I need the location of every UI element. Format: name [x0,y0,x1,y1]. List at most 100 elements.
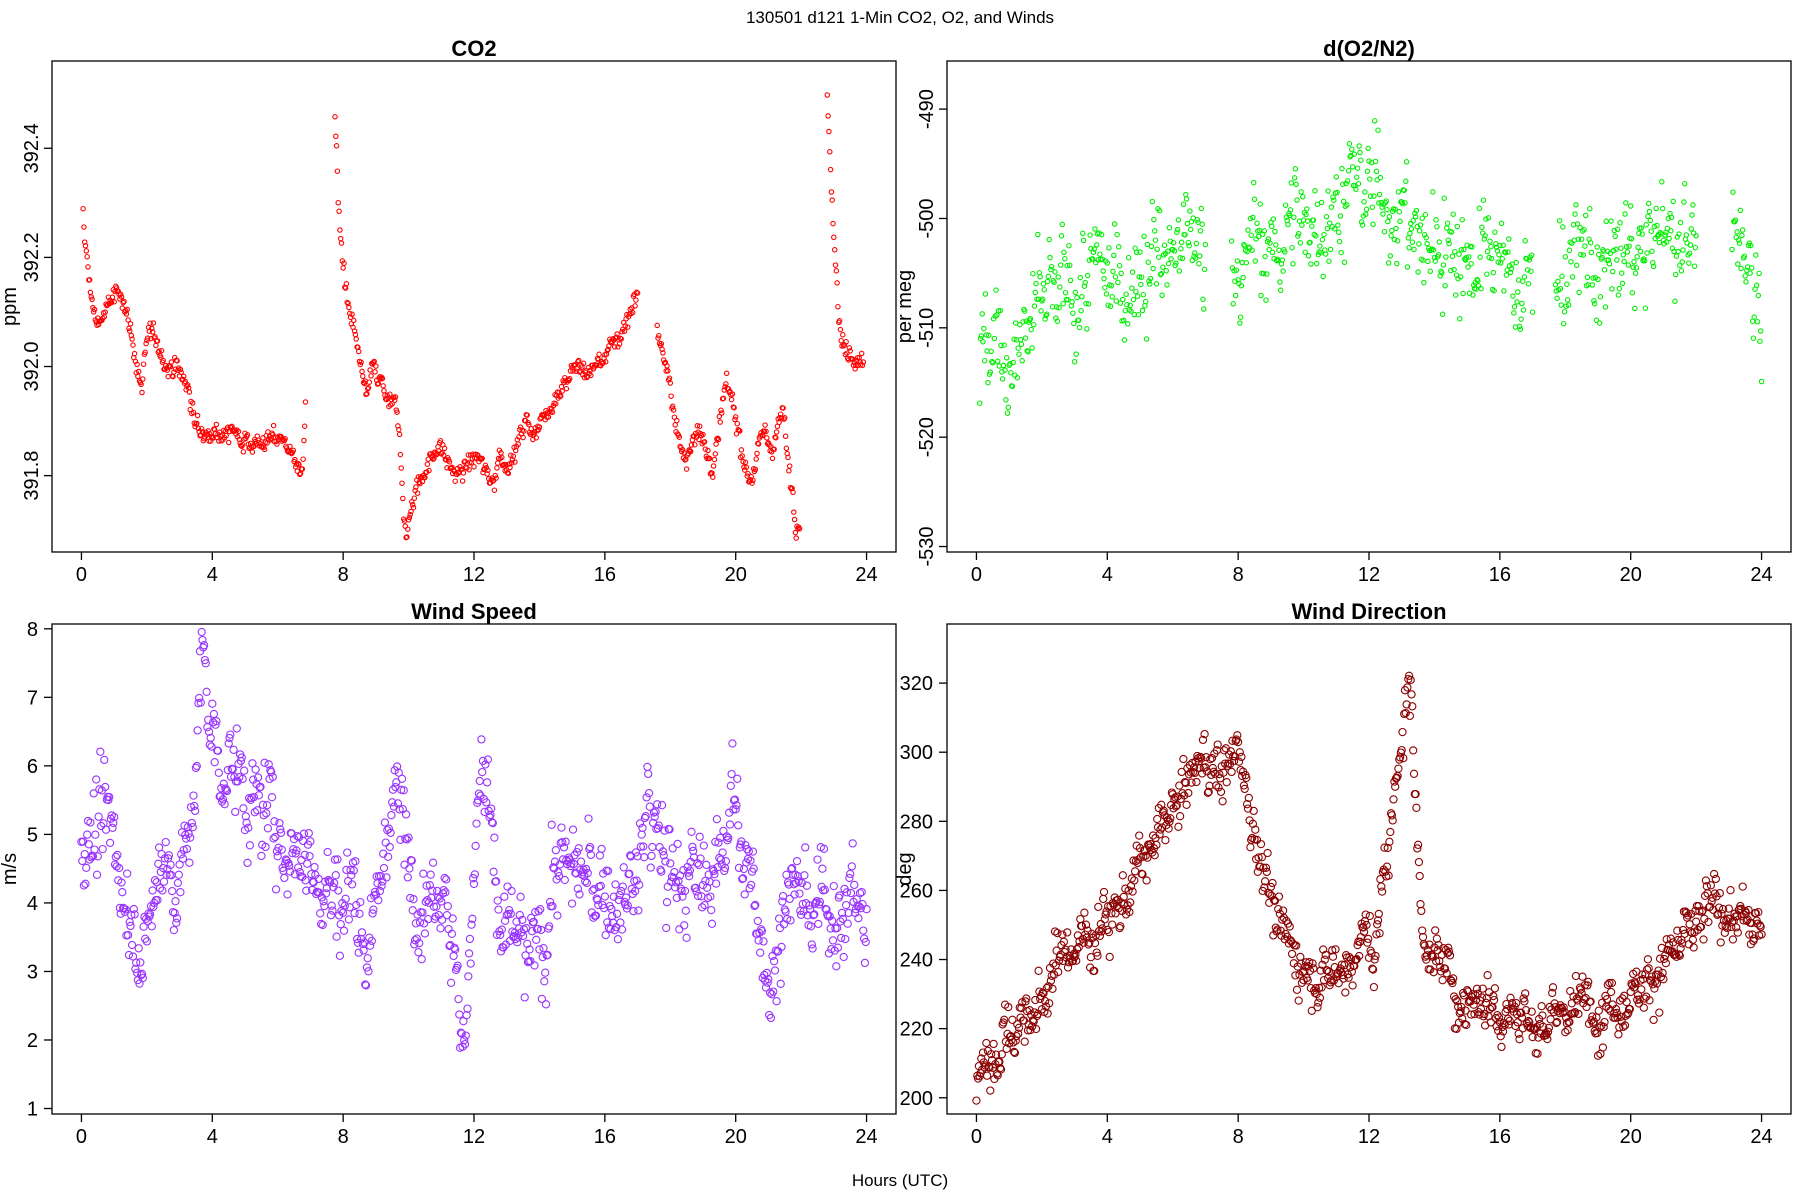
data-point [1019,1016,1029,1025]
data-point [362,963,372,972]
data-point [1505,1016,1514,1025]
data-point [1000,1015,1009,1024]
y-tick-label: 391.8 [21,451,43,501]
data-point [525,945,534,954]
data-point [478,456,485,462]
data-point [1321,231,1327,238]
data-point [714,838,723,847]
data-point [1260,883,1269,892]
data-point [1557,285,1564,292]
data-point [448,914,457,923]
data-point [754,450,760,457]
data-point [1356,143,1362,149]
data-point [310,862,319,872]
data-point [684,868,693,877]
data-point [755,441,762,447]
data-point [1472,984,1482,993]
data-point [1582,212,1589,219]
data-point [567,899,577,908]
data-point [1031,1024,1041,1034]
data-point [1181,778,1190,788]
data-point [1445,237,1452,243]
data-point [1652,979,1662,988]
data-point [1580,252,1587,258]
data-point [331,871,340,880]
data-point [1496,251,1502,258]
data-point [535,945,544,954]
data-point [127,321,134,327]
data-point [1111,252,1117,259]
data-point [1372,158,1379,165]
data-point [462,1011,471,1020]
data-point [1096,919,1105,929]
data-point [581,374,588,381]
data-point [1206,755,1215,764]
data-point [553,911,562,920]
data-point [516,892,525,901]
data-point [1453,997,1462,1006]
data-point [572,847,582,857]
data-point [1399,754,1408,763]
data-point [194,412,201,419]
data-point [982,291,989,297]
data-point [787,864,796,874]
x-tick-label: 16 [594,1126,616,1148]
data-point [285,861,294,870]
data-point [338,240,345,246]
data-point [1721,921,1730,930]
data-point [828,189,835,195]
data-point [1595,276,1601,283]
data-point [1638,970,1647,979]
data-point [1172,262,1178,269]
data-point [1018,341,1025,348]
data-point [629,907,638,916]
data-point [1476,205,1483,212]
figure-title: 130501 d121 1-Min CO2, O2, and Winds [746,8,1054,27]
data-point [1028,1016,1038,1025]
data-point [365,385,372,391]
data-point [186,389,193,395]
data-point [1282,249,1288,255]
data-point [379,863,389,873]
data-point [1308,959,1317,968]
data-point [1043,1009,1052,1018]
data-point [1087,929,1096,938]
data-point [1037,273,1043,280]
data-point [1150,265,1156,272]
data-point [297,471,303,478]
data-point [656,332,662,339]
data-point [645,802,654,811]
data-point [282,435,288,442]
data-point [1734,229,1740,235]
data-point [662,923,671,933]
data-point [1141,233,1147,240]
data-point [835,891,844,900]
data-point [1495,1018,1505,1027]
data-point [608,912,617,921]
data-point [688,442,695,448]
data-point [1367,176,1373,182]
data-point [1166,814,1175,823]
data-point [1587,239,1594,246]
data-point [581,877,590,886]
data-point [1485,1004,1495,1014]
data-point [1052,269,1058,275]
data-point [701,439,708,445]
data-point [1251,196,1258,203]
data-point [1563,1025,1572,1035]
data-point [1102,907,1111,916]
data-point [1219,768,1228,777]
data-point [189,400,196,406]
data-point [548,902,557,911]
data-point [194,420,200,427]
data-point [422,474,428,481]
data-point [687,448,694,455]
data-point [273,852,282,861]
data-point [258,800,268,809]
data-point [81,239,88,245]
data-point [346,865,355,875]
data-point [90,845,99,854]
data-point [713,441,719,447]
data-point [1198,205,1205,212]
data-point [209,709,219,719]
